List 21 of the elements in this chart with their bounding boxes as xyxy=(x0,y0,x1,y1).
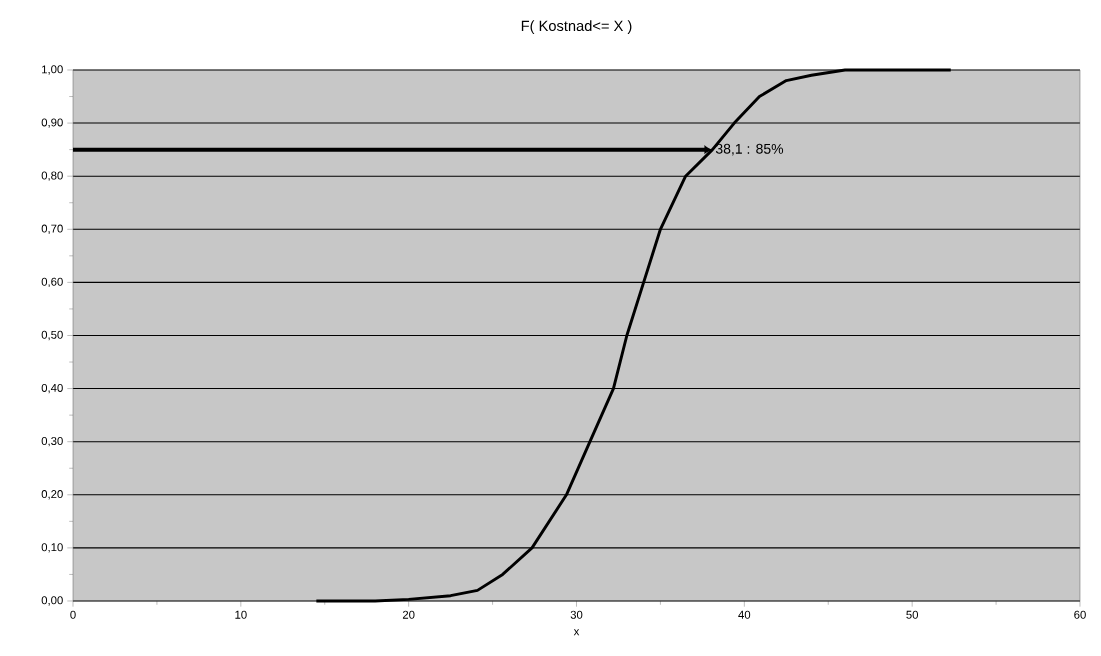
x-tick-label: 30 xyxy=(570,610,583,619)
y-tick-label: 0,50 xyxy=(41,330,63,341)
y-tick-label: 0,80 xyxy=(41,171,63,181)
x-axis-title: x xyxy=(573,629,580,636)
y-tick-label: 0,90 xyxy=(41,118,63,128)
y-tick-label: 0,10 xyxy=(41,543,63,553)
y-tick-label: 1,00 xyxy=(42,65,63,75)
y-tick-label: 0,20 xyxy=(41,490,63,500)
x-tick-label: 40 xyxy=(738,610,751,619)
x-tick-label: 20 xyxy=(402,610,415,619)
x-tick-label: 0 xyxy=(70,610,76,619)
x-tick-label: 60 xyxy=(1074,610,1086,619)
y-tick-label: 0,60 xyxy=(41,277,63,288)
y-tick-label: 0,00 xyxy=(41,596,63,606)
y-tick-label: 0,70 xyxy=(41,224,63,234)
x-tick-label: 10 xyxy=(235,610,247,619)
annotation: 38,1 : 85% xyxy=(715,143,784,156)
x-tick-label: 50 xyxy=(906,610,919,619)
y-tick-label: 0,30 xyxy=(41,437,63,447)
y-tick-label: 0,40 xyxy=(41,383,63,394)
chart-title: F( Kostnad<= X ) xyxy=(521,20,632,34)
